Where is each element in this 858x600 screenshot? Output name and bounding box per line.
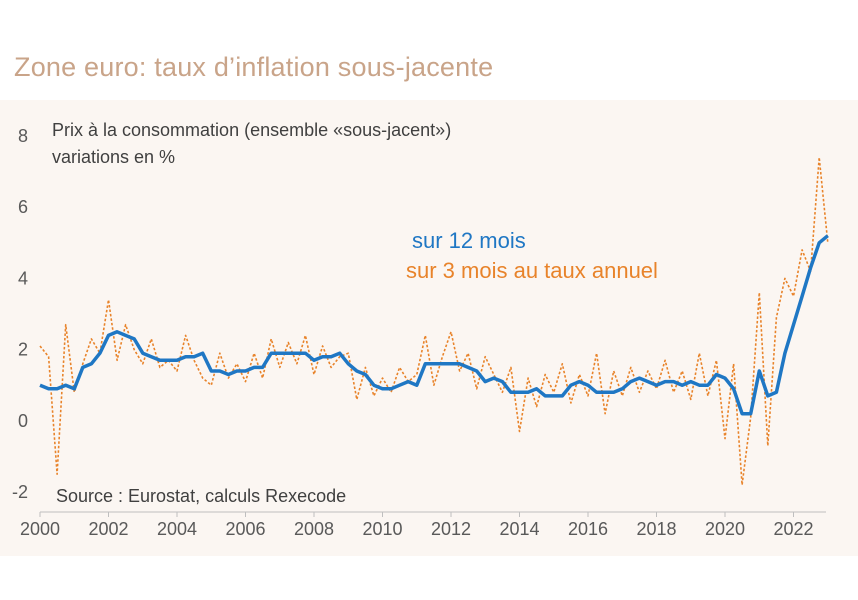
x-tick-label: 2006 [225,519,265,539]
chart-panel [0,100,858,556]
x-tick-label: 2022 [773,519,813,539]
series-line-12-mois [39,234,829,416]
y-axis-label-line2: variations en % [52,147,175,167]
x-tick-label: 2014 [499,519,539,539]
legend-12-mois: sur 12 mois [412,228,526,253]
chart-title: Zone euro: taux d’inflation sous-jacente [14,52,494,82]
x-tick-label: 2012 [431,519,471,539]
x-tick-label: 2008 [294,519,334,539]
y-axis-label-line1: Prix à la consommation (ensemble «sous-j… [52,120,451,140]
y-tick-label: 2 [18,340,28,360]
x-tick-label: 2020 [705,519,745,539]
y-tick-label: -2 [12,482,28,502]
x-tick-labels: 2000 2002 2004 2006 2008 2010 2012 2014 2016 2018… [20,512,814,539]
y-tick-label: 0 [18,411,28,431]
y-tick-label: 6 [18,197,28,217]
y-tick-label: 8 [18,126,28,146]
series-line-3-mois [39,156,829,486]
x-tick-label: 2000 [20,519,60,539]
x-tick-label: 2010 [362,519,402,539]
y-tick-label: 4 [18,268,28,288]
series-lines [39,156,829,486]
x-tick-label: 2016 [568,519,608,539]
source-note: Source : Eurostat, calculs Rexecode [56,486,346,506]
x-tick-label: 2004 [157,519,197,539]
x-tick-label: 2018 [636,519,676,539]
y-tick-labels: -2 0 2 4 6 8 [12,126,28,502]
legend-3-mois: sur 3 mois au taux annuel [406,258,658,283]
x-tick-label: 2002 [88,519,128,539]
